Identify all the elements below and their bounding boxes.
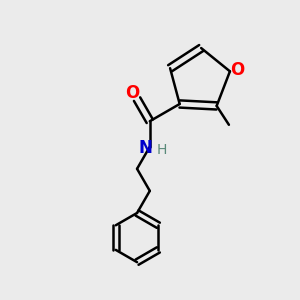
Text: O: O <box>230 61 244 79</box>
Text: N: N <box>138 139 152 157</box>
Text: H: H <box>157 143 167 157</box>
Text: O: O <box>125 84 140 102</box>
